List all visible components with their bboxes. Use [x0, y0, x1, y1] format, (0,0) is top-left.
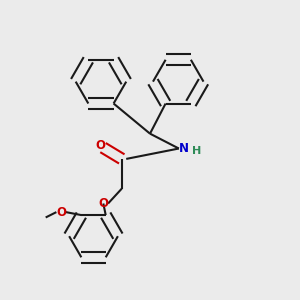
Text: H: H	[192, 146, 201, 156]
Text: O: O	[98, 197, 108, 210]
Text: O: O	[56, 206, 66, 219]
Text: N: N	[179, 142, 189, 155]
Text: O: O	[96, 139, 106, 152]
